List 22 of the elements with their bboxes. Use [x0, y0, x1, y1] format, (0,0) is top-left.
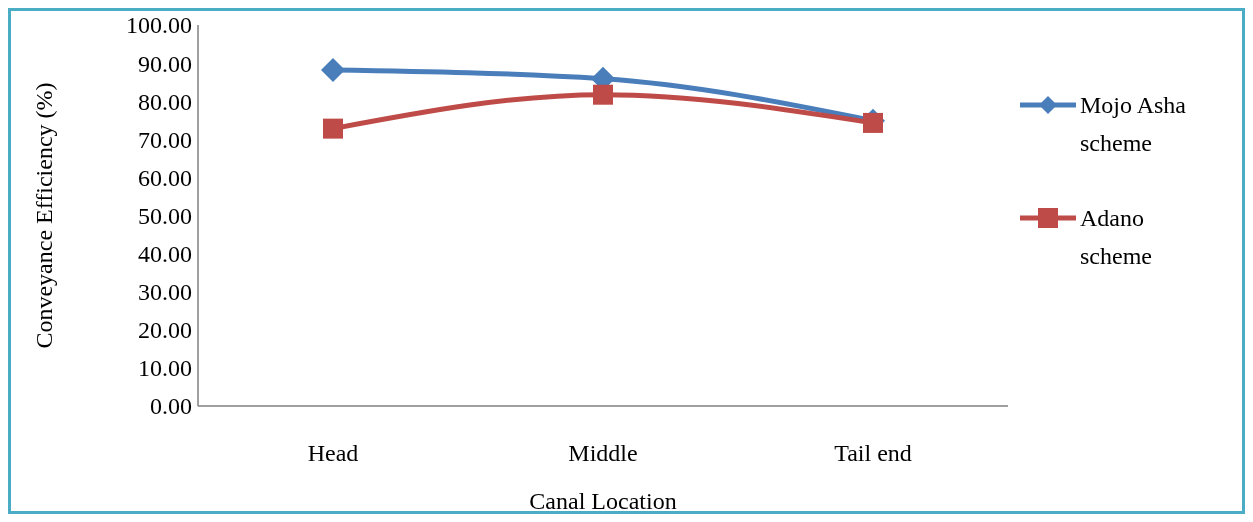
point	[863, 112, 883, 133]
y-tick-label: 100.00	[126, 12, 192, 39]
y-tick-label: 90.00	[138, 50, 192, 77]
x-tick-label: Head	[307, 440, 359, 466]
y-tick-label: 80.00	[138, 88, 192, 115]
y-axis-title: Conveyance Efficiency (%)	[31, 82, 57, 349]
y-tick-label: 0.00	[150, 393, 192, 420]
y-tick-label: 60.00	[138, 164, 192, 191]
x-tick-label: Middle	[568, 440, 638, 466]
x-axis-title: Canal Location	[529, 488, 677, 514]
point	[593, 84, 613, 105]
point	[323, 118, 343, 139]
y-tick-label: 70.00	[138, 126, 192, 153]
x-tick-label: Tail end	[834, 440, 912, 466]
y-tick-label: 10.00	[138, 355, 192, 382]
legend-label: Adano scheme	[1080, 205, 1152, 270]
y-tick-label: 40.00	[138, 241, 192, 267]
y-tick-label: 30.00	[138, 279, 192, 306]
y-tick-label: 20.00	[138, 317, 192, 344]
legend-label: Mojo Asha scheme	[1080, 92, 1187, 157]
y-tick-label: 50.00	[138, 202, 192, 229]
point	[321, 57, 345, 82]
